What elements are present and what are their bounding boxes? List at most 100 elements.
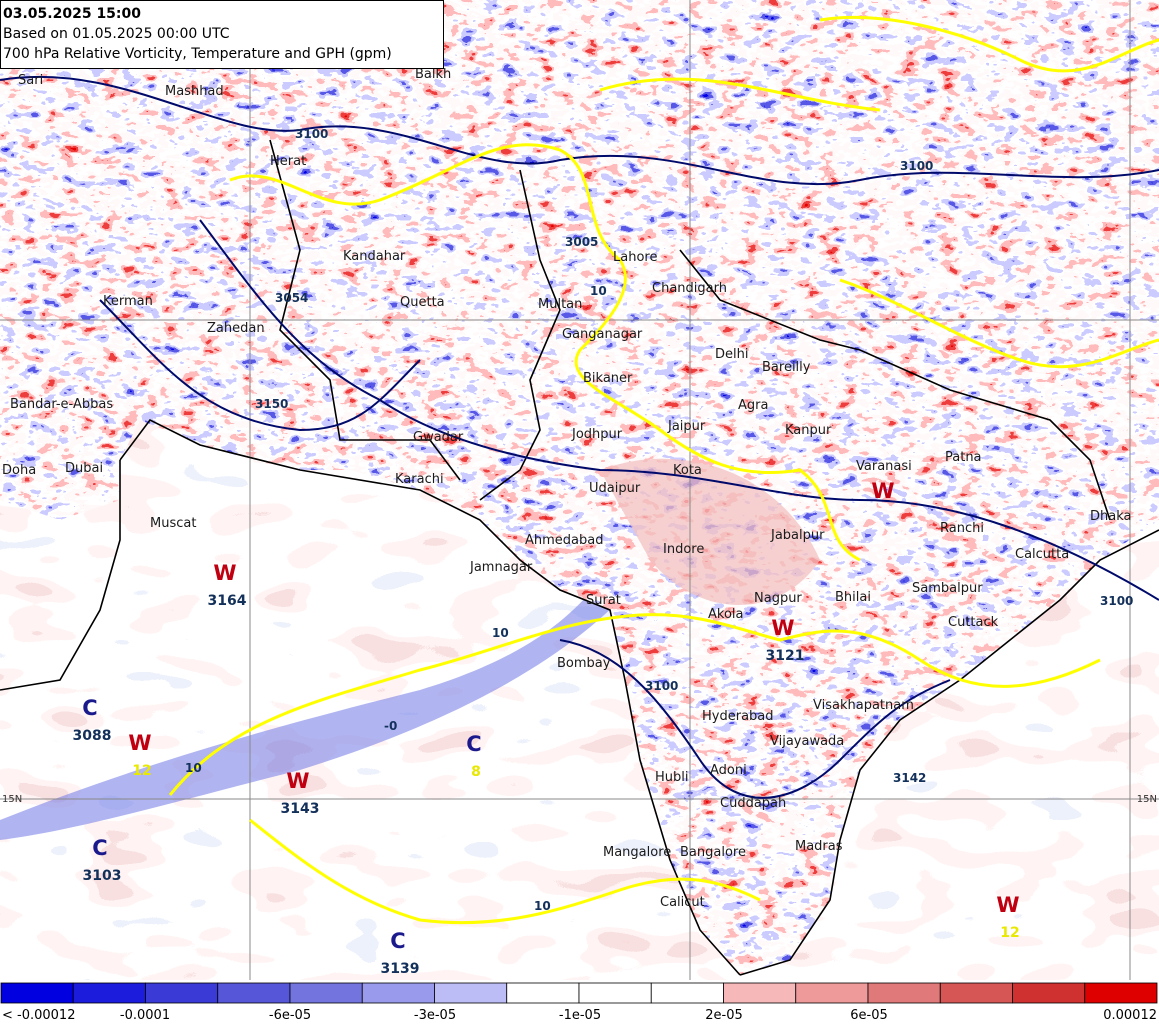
header-background	[0, 0, 444, 69]
system-letter: W	[213, 561, 236, 585]
gph-contours	[0, 75, 1159, 799]
system-letter: W	[996, 893, 1019, 917]
colorbar-label: < -0.00012	[2, 1008, 75, 1023]
system-value: 3143	[281, 801, 320, 817]
city-label: Adoni	[710, 763, 747, 778]
colorbar-segment	[867, 982, 941, 1004]
system-letter: W	[128, 731, 151, 755]
city-label: Muscat	[150, 516, 196, 531]
system-value: 3121	[766, 648, 805, 664]
system-letter: C	[466, 732, 481, 756]
system-letter: W	[871, 479, 894, 503]
contour-label: 10	[185, 761, 202, 775]
isotherm	[249, 818, 761, 925]
city-label: Udaipur	[589, 481, 641, 496]
colorbar-segment	[0, 982, 74, 1004]
contour	[99, 299, 421, 432]
colorbar-segment	[650, 982, 724, 1004]
colorbar-label: 6e-05	[850, 1008, 888, 1023]
system-value: 3103	[83, 868, 122, 884]
header-product: 700 hPa Relative Vorticity, Temperature …	[3, 46, 392, 62]
contour-label: 3100	[1100, 594, 1133, 608]
colorbar-segment	[723, 982, 797, 1004]
city-label: Mangalore	[603, 845, 671, 860]
colorbar-label: -3e-05	[414, 1008, 456, 1023]
colorbar-segment	[578, 982, 652, 1004]
colorbar-label: 2e-05	[705, 1008, 743, 1023]
system-value: 12	[132, 763, 151, 779]
city-label: Cuddapah	[720, 796, 786, 811]
city-label: Bandar-e-Abbas	[10, 397, 113, 412]
isotherm	[168, 613, 1101, 796]
system-value: 3164	[208, 593, 247, 609]
city-label: Ahmedabad	[525, 533, 603, 548]
map-labels: Sari Mashhad Herat Balkh Kandahar Kerman Zahed…	[2, 67, 1157, 977]
city-label: Sambalpur	[912, 581, 983, 596]
contour-label: 3142	[893, 771, 926, 785]
system-value: 8	[471, 764, 481, 780]
border	[679, 249, 1111, 521]
lat-label: 15N	[2, 794, 22, 805]
city-label: Nagpur	[754, 591, 802, 606]
colorbar-label: -0.0001	[120, 1008, 170, 1023]
temperature-contours	[168, 15, 1159, 925]
city-label: Agra	[738, 398, 768, 413]
city-label: Vijayawada	[770, 734, 844, 749]
city-label: Doha	[2, 463, 36, 478]
city-label: Madras	[795, 839, 843, 854]
city-label: Surat	[586, 593, 621, 608]
city-label: Chandigarh	[652, 281, 727, 296]
city-label: Jabalpur	[770, 528, 825, 543]
system-letter: W	[286, 769, 309, 793]
system-value: 3088	[73, 728, 112, 744]
city-label: Quetta	[400, 295, 445, 310]
colorbar-segment	[795, 982, 869, 1004]
contour-label: 10	[492, 626, 509, 640]
warm-patch	[600, 458, 820, 605]
isotherm	[229, 143, 861, 562]
city-label: Kota	[673, 463, 702, 478]
colorbar-segment	[506, 982, 580, 1004]
system-letter: C	[92, 836, 107, 860]
graticule	[0, 0, 1159, 980]
border	[479, 169, 561, 501]
coastline	[739, 529, 1159, 976]
city-label: Lahore	[613, 250, 657, 265]
coastline	[119, 418, 741, 976]
system-value: 3139	[381, 961, 420, 977]
city-label: Varanasi	[856, 459, 912, 474]
colorbar-label: -1e-05	[559, 1008, 601, 1023]
city-label: Bareilly	[762, 360, 811, 375]
city-label: Balkh	[415, 67, 451, 82]
contour-label: 10	[534, 899, 551, 913]
city-label: Bhilai	[835, 590, 871, 605]
isotherm	[599, 15, 1159, 369]
header-title: 03.05.2025 15:00	[3, 6, 141, 22]
colorbar-segment	[217, 982, 291, 1004]
system-letter: W	[771, 616, 794, 640]
colorbar-segment	[289, 982, 363, 1004]
city-label: Jodhpur	[571, 427, 623, 442]
contour-label: -0	[384, 719, 397, 733]
border	[269, 139, 461, 481]
city-label: Bangalore	[680, 845, 746, 860]
city-label: Multan	[538, 297, 582, 312]
city-label: Kandahar	[343, 249, 406, 264]
city-label: Bikaner	[583, 371, 633, 386]
city-label: Calcutta	[1015, 547, 1069, 562]
city-label: Jaipur	[667, 419, 706, 434]
system-value: 12	[1000, 925, 1019, 941]
contour	[0, 75, 1159, 186]
city-label: Jamnagar	[469, 560, 533, 575]
city-label: Kanpur	[785, 423, 832, 438]
system-letter: C	[390, 929, 405, 953]
contour-label: 3054	[275, 291, 308, 305]
border	[0, 460, 121, 691]
city-label: Zahedan	[207, 321, 265, 336]
city-label: Hubli	[655, 770, 689, 785]
city-label: Ranchi	[940, 521, 984, 536]
header-run: Based on 01.05.2025 00:00 UTC	[3, 26, 230, 42]
city-label: Herat	[270, 154, 306, 169]
header-box: 03.05.2025 15:00 Based on 01.05.2025 00:…	[0, 0, 444, 69]
city-label: Visakhapatnam	[813, 698, 914, 713]
